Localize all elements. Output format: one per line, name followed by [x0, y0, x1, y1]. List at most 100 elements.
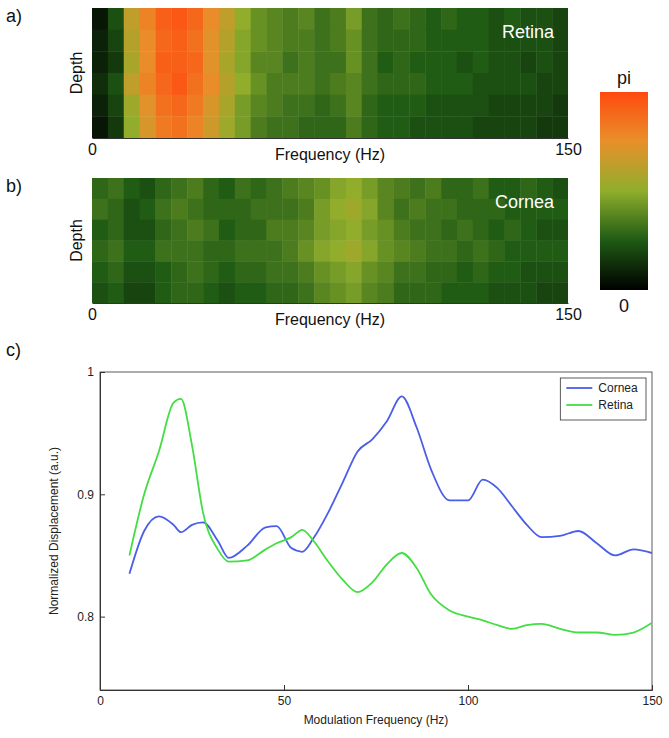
heatmap-cell: [171, 241, 187, 262]
heatmap-cell: [441, 8, 457, 30]
panel-letter: b): [6, 176, 22, 196]
heatmap-cell: [282, 116, 298, 138]
heatmap-cell: [505, 241, 521, 262]
heatmap-cell: [219, 178, 235, 199]
heatmap-panel: 0150Frequency (Hz)Depthb)Cornea: [6, 176, 582, 328]
heatmap-cell: [378, 261, 394, 282]
heatmap-cell: [425, 51, 441, 73]
heatmap-cell: [393, 73, 409, 95]
heatmap-cell: [203, 95, 219, 117]
y-tick: 0.9: [77, 488, 105, 502]
heatmap-cell: [187, 261, 203, 282]
heatmap-cell: [251, 220, 267, 241]
heatmap-cell: [378, 199, 394, 220]
heatmap-cell: [108, 8, 124, 30]
heatmap-cell: [140, 220, 156, 241]
colorbar-tick: [600, 290, 648, 291]
heatmap-cell: [140, 51, 156, 73]
heatmap-cell: [520, 282, 536, 303]
heatmap-cell: [267, 73, 283, 95]
heatmap-cell: [282, 95, 298, 117]
heatmap-cell: [378, 178, 394, 199]
heatmap-cell: [155, 95, 171, 117]
heatmap-cell: [203, 116, 219, 138]
heatmap-cell: [362, 51, 378, 73]
heatmap-cell: [282, 220, 298, 241]
heatmap-cell: [92, 241, 108, 262]
heatmap-cell: [473, 51, 489, 73]
colorbar: pi0: [600, 68, 648, 316]
heatmap-cell: [393, 116, 409, 138]
heatmap-cell: [187, 116, 203, 138]
heatmap-cell: [489, 95, 505, 117]
heatmap-cell: [552, 261, 568, 282]
heatmap-cell: [489, 261, 505, 282]
legend: CorneaRetina: [560, 378, 646, 420]
heatmap-cell: [124, 241, 140, 262]
heatmap-cell: [314, 51, 330, 73]
heatmap-cell: [155, 116, 171, 138]
heatmap-cell: [235, 178, 251, 199]
heatmap-cell: [219, 220, 235, 241]
x-tick: 50: [278, 685, 292, 708]
x-tick-mark: [468, 685, 469, 690]
heatmap-cell: [378, 95, 394, 117]
heatmap-cell: [314, 241, 330, 262]
heatmap-cell: [171, 220, 187, 241]
heatmap-cell: [203, 178, 219, 199]
panel-letter: c): [6, 340, 21, 360]
heatmap-cell: [92, 95, 108, 117]
heatmap-cell: [219, 116, 235, 138]
heatmap-cell: [92, 261, 108, 282]
heatmap-cell: [520, 220, 536, 241]
heatmap-cell: [298, 51, 314, 73]
heatmap-cell: [171, 8, 187, 30]
x-axis-title: Frequency (Hz): [275, 146, 385, 163]
heatmap-cell: [409, 51, 425, 73]
heatmap-cell: [219, 261, 235, 282]
heatmap-cell: [92, 282, 108, 303]
x-tick-label: 150: [555, 306, 582, 323]
heatmap-cell: [298, 220, 314, 241]
heatmap-cell: [457, 116, 473, 138]
heatmap-cell: [362, 241, 378, 262]
heatmap-cell: [362, 178, 378, 199]
heatmap-cell: [330, 95, 346, 117]
heatmap-cell: [552, 220, 568, 241]
heatmap-cell: [409, 178, 425, 199]
heatmap-cell: [330, 282, 346, 303]
heatmap-cell: [330, 261, 346, 282]
heatmap-cell: [520, 116, 536, 138]
heatmap-cell: [267, 95, 283, 117]
heatmap-cell: [251, 178, 267, 199]
series-lines: [129, 396, 652, 634]
heatmap-cell: [409, 241, 425, 262]
heatmap-cell: [155, 220, 171, 241]
heatmap-cell: [155, 261, 171, 282]
legend-swatch: [566, 387, 592, 389]
heatmap-cell: [362, 282, 378, 303]
x-tick: 150: [555, 138, 582, 158]
heatmap-cell: [235, 282, 251, 303]
heatmap-cell: [108, 116, 124, 138]
heatmap-cell: [520, 261, 536, 282]
heatmap-cell: [330, 199, 346, 220]
heatmap-cell: [330, 116, 346, 138]
heatmap-cell: [282, 30, 298, 52]
heatmap-cell: [187, 241, 203, 262]
heatmap-cell: [203, 199, 219, 220]
x-tick-label: 0: [97, 694, 104, 708]
heatmap-cell: [330, 51, 346, 73]
heatmap-cell: [362, 30, 378, 52]
heatmap-cell: [425, 178, 441, 199]
heatmap-cell: [251, 261, 267, 282]
heatmap-cell: [171, 178, 187, 199]
heatmap-cell: [203, 241, 219, 262]
cells: [92, 178, 568, 303]
heatmap-cell: [441, 261, 457, 282]
heatmap-cell: [393, 220, 409, 241]
heatmap-cell: [457, 199, 473, 220]
heatmap-cell: [552, 73, 568, 95]
heatmap-cell: [314, 178, 330, 199]
heatmap-cell: [441, 199, 457, 220]
